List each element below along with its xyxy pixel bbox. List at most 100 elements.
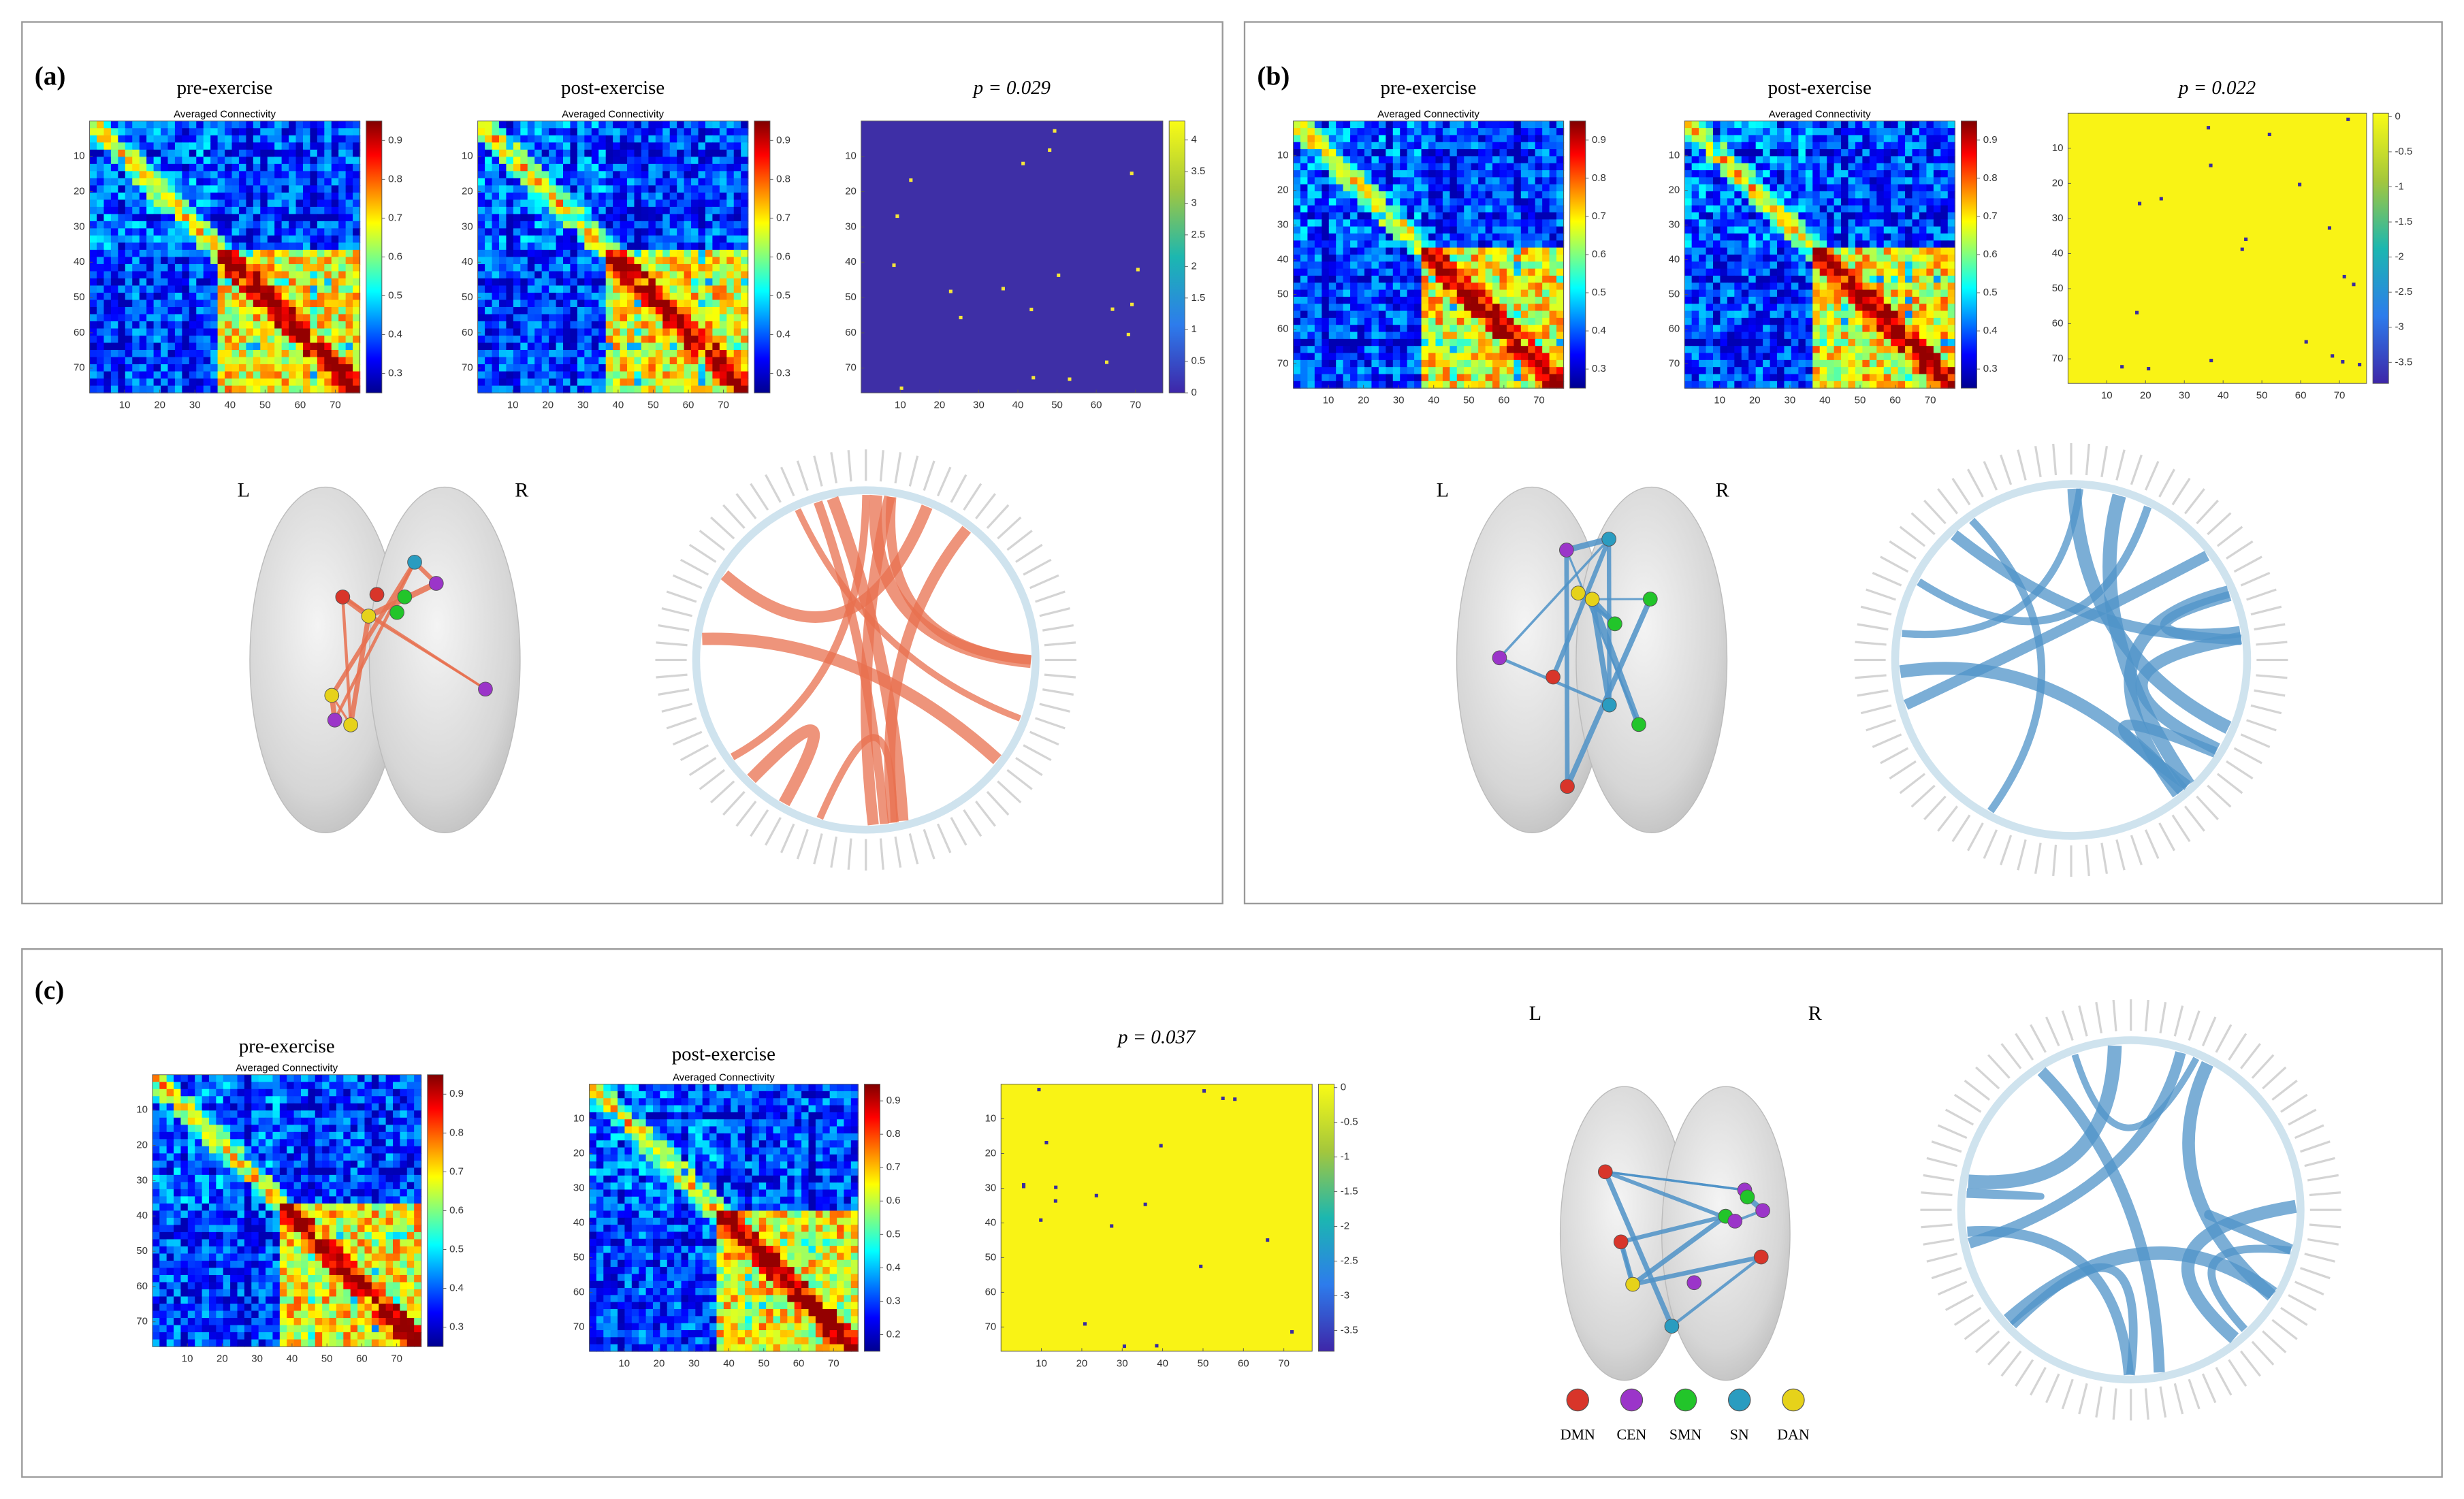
heatmap-cell xyxy=(1514,191,1522,199)
heatmap-cell xyxy=(324,199,332,208)
heatmap-cell xyxy=(1421,367,1429,375)
heatmap-cell xyxy=(1506,261,1515,270)
heatmap-cell xyxy=(534,214,543,222)
heatmap-cell xyxy=(89,120,97,129)
heatmap-cell xyxy=(1421,219,1429,227)
heatmap-cell xyxy=(492,328,500,336)
heatmap-cell xyxy=(1492,275,1501,283)
heatmap-cell xyxy=(520,306,528,315)
heatmap-cell xyxy=(591,378,599,387)
heatmap-cell xyxy=(1300,346,1309,354)
heatmap-cell xyxy=(1386,310,1394,319)
heatmap-cell xyxy=(110,178,119,187)
heatmap-cell xyxy=(662,214,671,222)
heatmap-cell xyxy=(146,314,155,322)
heatmap-cell xyxy=(684,328,692,336)
heatmap-cell xyxy=(110,292,119,301)
heatmap-cell xyxy=(733,306,741,315)
heatmap-cell xyxy=(1520,346,1529,354)
heatmap-cell xyxy=(712,149,720,158)
heatmap-cell xyxy=(1542,275,1550,283)
heatmap-cell xyxy=(260,185,268,193)
heatmap-cell xyxy=(1386,338,1394,346)
heatmap-cell xyxy=(492,214,500,222)
heatmap-cell xyxy=(196,342,204,351)
heatmap-cell xyxy=(1407,317,1415,325)
heatmap-cell xyxy=(1791,120,1799,129)
heatmap-cell xyxy=(733,378,741,387)
heatmap-cell xyxy=(726,214,735,222)
heatmap-cell xyxy=(1414,156,1422,164)
heatmap-cell xyxy=(662,278,671,287)
heatmap-cell xyxy=(1542,163,1550,171)
heatmap-cell xyxy=(598,342,607,351)
heatmap-cell xyxy=(353,199,361,208)
heatmap-cell xyxy=(1464,142,1472,150)
heatmap-cell xyxy=(726,385,735,393)
heatmap-cell xyxy=(684,385,692,393)
heatmap-cell xyxy=(1706,177,1714,185)
heatmap-cell xyxy=(726,278,735,287)
heatmap-cell xyxy=(217,385,225,393)
heatmap-cell xyxy=(1322,226,1330,234)
heatmap-cell xyxy=(103,228,112,236)
heatmap-cell xyxy=(338,120,347,129)
heatmap-cell xyxy=(556,314,564,322)
heatmap-cell xyxy=(1791,156,1799,164)
heatmap-cell xyxy=(577,199,586,208)
heatmap-cell xyxy=(1407,254,1415,262)
heatmap-cell xyxy=(605,128,613,136)
heatmap-cell xyxy=(691,221,699,229)
heatmap-cell xyxy=(684,214,692,222)
heatmap-cell xyxy=(1471,240,1479,248)
heatmap-cell xyxy=(1328,317,1337,325)
heatmap-cell xyxy=(698,206,706,215)
heatmap-cell xyxy=(89,285,97,293)
heatmap-cell xyxy=(203,221,211,229)
heatmap-cell xyxy=(110,306,119,315)
heatmap-cell xyxy=(506,285,514,293)
x-tick-label: 20 xyxy=(934,400,946,411)
heatmap-cell xyxy=(1357,135,1365,143)
heatmap-cell xyxy=(1343,381,1351,389)
chord-label-stub xyxy=(923,460,935,491)
heatmap-cell xyxy=(317,171,325,179)
heatmap-cell xyxy=(253,163,261,172)
heatmap-cell xyxy=(132,292,140,301)
heatmap-cell xyxy=(534,192,543,201)
heatmap-cell xyxy=(1400,332,1408,340)
heatmap-cell xyxy=(1471,268,1479,276)
heatmap-cell xyxy=(492,350,500,358)
heatmap-cell xyxy=(498,249,507,258)
heatmap-cell xyxy=(641,336,650,344)
y-tick-label: 60 xyxy=(845,327,857,338)
heatmap-cell xyxy=(477,257,485,265)
heatmap-cell xyxy=(634,257,642,265)
heatmap-cell xyxy=(1940,120,1949,129)
heatmap-cell xyxy=(698,135,706,144)
heatmap-cell xyxy=(506,199,514,208)
heatmap-cell xyxy=(1777,149,1785,157)
heatmap-cell xyxy=(1414,304,1422,312)
heatmap-cell xyxy=(1435,332,1443,340)
heatmap-cell xyxy=(338,314,347,322)
heatmap-cell xyxy=(210,321,219,329)
heatmap-cell xyxy=(549,306,557,315)
heatmap-cell xyxy=(691,235,699,244)
heatmap-cell xyxy=(110,278,119,287)
heatmap-cell xyxy=(613,336,621,344)
heatmap-cell xyxy=(118,171,126,179)
heatmap-cell xyxy=(1322,135,1330,143)
heatmap-cell xyxy=(669,364,677,372)
heatmap-cell xyxy=(1307,233,1315,242)
chord-label-stub xyxy=(1039,607,1070,617)
heatmap-cell xyxy=(1456,205,1465,213)
heatmap-cell xyxy=(189,257,197,265)
heatmap-cell xyxy=(698,342,706,351)
heatmap-cell xyxy=(1492,156,1501,164)
heatmap-cell xyxy=(1293,240,1301,248)
heatmap-cell xyxy=(1442,177,1451,185)
heatmap-cell xyxy=(1343,338,1351,346)
heatmap-cell xyxy=(103,278,112,287)
heatmap-cell xyxy=(1300,233,1309,242)
